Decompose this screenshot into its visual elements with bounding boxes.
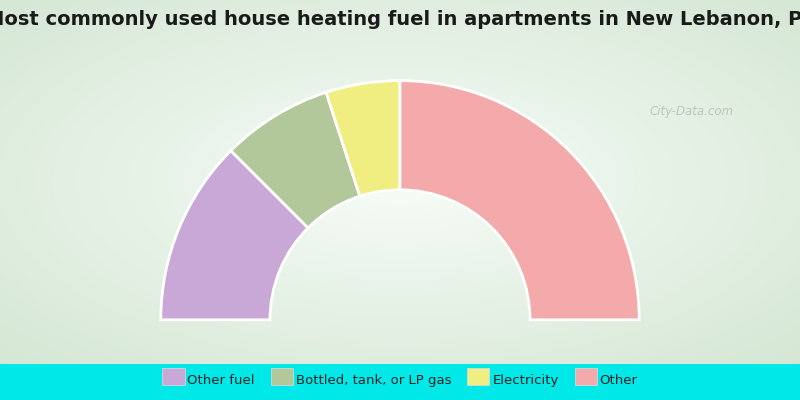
Wedge shape: [326, 80, 400, 196]
Text: City-Data.com: City-Data.com: [650, 106, 734, 118]
Wedge shape: [231, 92, 360, 228]
Text: Most commonly used house heating fuel in apartments in New Lebanon, PA: Most commonly used house heating fuel in…: [0, 10, 800, 29]
Legend: Other fuel, Bottled, tank, or LP gas, Electricity, Other: Other fuel, Bottled, tank, or LP gas, El…: [157, 368, 643, 392]
Wedge shape: [161, 151, 308, 320]
Wedge shape: [400, 80, 639, 320]
